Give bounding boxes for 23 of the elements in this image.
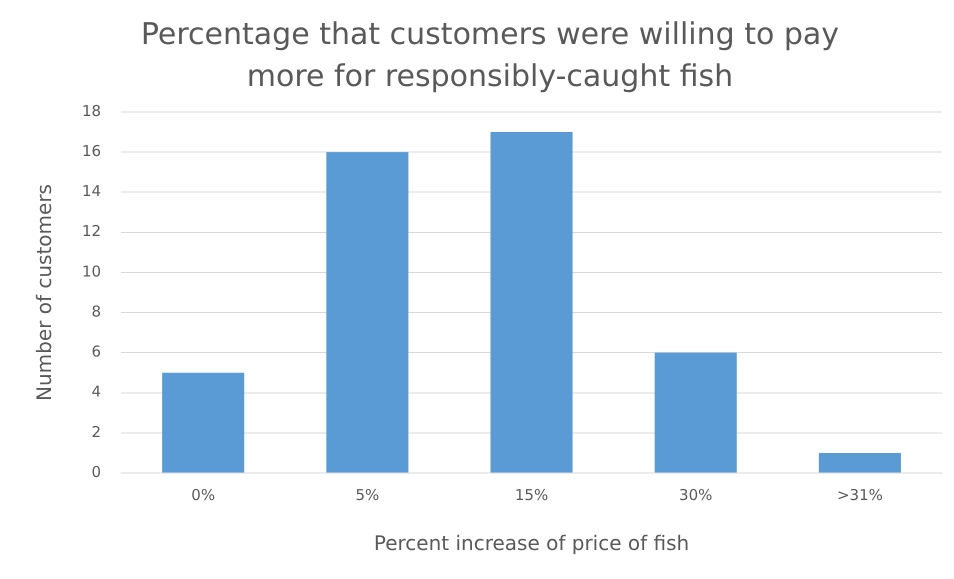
x-axis-title: Percent increase of price of fish [374, 531, 690, 556]
y-axis-title: Number of customers [32, 184, 56, 401]
x-tick-label: 30% [679, 486, 712, 504]
y-tick-label: 0 [92, 462, 102, 481]
y-tick-label: 18 [82, 102, 102, 120]
bar [326, 152, 408, 472]
y-tick-label: 16 [82, 142, 102, 160]
x-tick-label: >31% [836, 486, 883, 504]
y-tick-label: 6 [92, 342, 102, 361]
y-tick-label: 8 [92, 302, 102, 320]
y-tick-label: 2 [92, 422, 102, 441]
y-tick-label: 10 [82, 262, 102, 280]
bar [490, 132, 573, 472]
y-tick-label: 4 [92, 382, 102, 401]
y-tick-label: 14 [82, 182, 102, 200]
y-tick-label: 12 [82, 222, 102, 240]
x-tick-label: 15% [514, 486, 548, 504]
chart-title: Percentage that customers were willing to pay more for responsibly-caught fish [140, 16, 840, 96]
x-tick-label: 5% [355, 486, 380, 504]
bar [818, 452, 901, 472]
bar [654, 352, 737, 472]
bar [162, 372, 244, 472]
x-tick-label: 0% [191, 486, 216, 504]
